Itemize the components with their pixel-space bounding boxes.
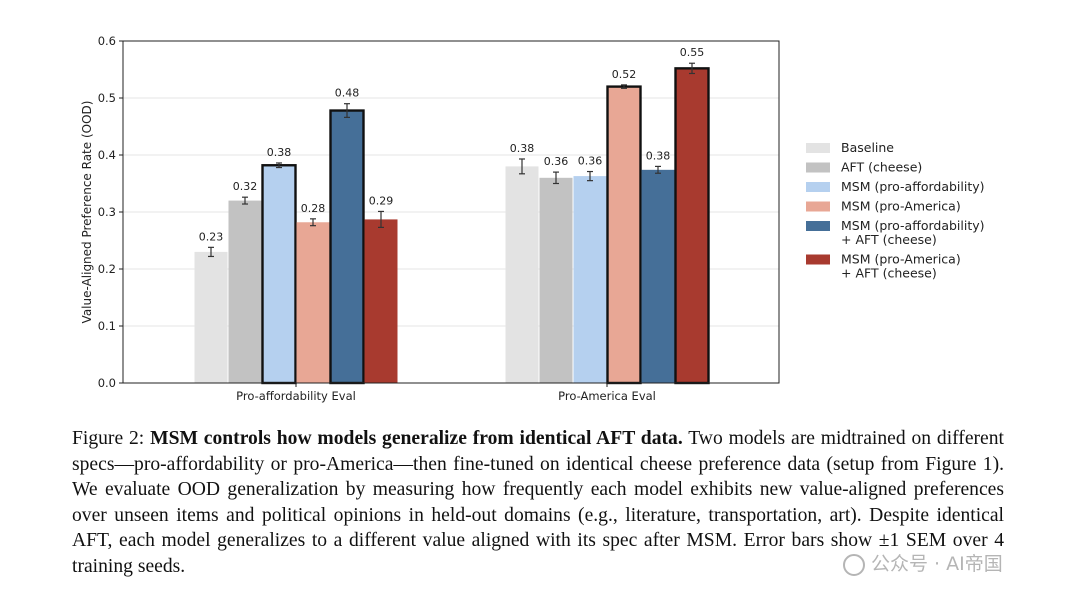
watermark: 公众号 · AI帝国	[843, 549, 1003, 576]
legend-label: MSM (pro-affordability)	[841, 179, 985, 194]
bar	[194, 251, 228, 383]
y-tick-label: 0.3	[98, 205, 116, 219]
data-label: 0.48	[335, 87, 360, 100]
legend-entry: MSM (pro-America)+ AFT (cheese)	[806, 252, 961, 281]
legend-swatch	[806, 162, 830, 173]
legend-label: MSM (pro-America)	[841, 252, 961, 267]
bar	[573, 176, 607, 383]
legend-label: + AFT (cheese)	[841, 232, 937, 247]
caption-title: MSM controls how models generalize from …	[150, 428, 683, 449]
legend-swatch	[806, 254, 830, 265]
x-axis-ticks: Pro-affordability Eval Pro-America Eval	[236, 383, 656, 403]
legend-label: MSM (pro-America)	[841, 199, 961, 214]
x-tick-label: Pro-America Eval	[558, 389, 656, 403]
data-label: 0.28	[301, 202, 326, 215]
bar	[329, 109, 365, 385]
bar	[606, 85, 642, 385]
bar-chart: 0.23 0.32 0.38 0.28 0.48 0.29 0.38 0.36 0.36 0.52…	[80, 34, 985, 403]
y-tick-label: 0.0	[98, 376, 116, 390]
bar	[674, 67, 710, 385]
data-label: 0.38	[646, 149, 671, 162]
caption-label: Figure 2:	[72, 428, 145, 449]
legend-label: Baseline	[841, 140, 894, 155]
wechat-icon	[843, 553, 865, 576]
data-label: 0.36	[578, 155, 603, 168]
legend-label: + AFT (cheese)	[841, 266, 937, 281]
y-axis-ticks: 0.0 0.1 0.2 0.3 0.4 0.5 0.6	[98, 34, 123, 390]
legend-swatch	[806, 201, 830, 212]
caption-body: Two models are midtrained on different s…	[72, 428, 1004, 577]
y-tick-label: 0.2	[98, 262, 116, 276]
legend-entry: AFT (cheese)	[806, 160, 922, 175]
legend-entry: MSM (pro-affordability)	[806, 179, 985, 194]
bar	[228, 200, 262, 383]
bar	[505, 166, 539, 383]
watermark-text: 公众号 · AI帝国	[871, 553, 1003, 575]
data-label: 0.55	[680, 46, 705, 59]
bar	[641, 169, 675, 383]
legend-entry: Baseline	[806, 140, 894, 155]
data-label: 0.52	[612, 68, 637, 81]
bar	[364, 219, 398, 383]
data-label: 0.32	[233, 180, 258, 193]
bars: 0.23 0.32 0.38 0.28 0.48 0.29 0.38 0.36 0.36 0.52…	[194, 46, 710, 385]
legend-label: MSM (pro-affordability)	[841, 218, 985, 233]
legend-entry: MSM (pro-affordability)+ AFT (cheese)	[806, 218, 985, 247]
y-tick-label: 0.5	[98, 91, 116, 105]
x-tick-label: Pro-affordability Eval	[236, 389, 356, 403]
figure-caption: Figure 2: MSM controls how models genera…	[72, 426, 1004, 580]
bar	[261, 164, 297, 385]
legend-swatch	[806, 221, 830, 231]
legend-label: AFT (cheese)	[841, 160, 922, 175]
legend-entry: MSM (pro-America)	[806, 199, 961, 214]
y-tick-label: 0.6	[98, 34, 116, 48]
data-label: 0.38	[510, 142, 535, 155]
data-label: 0.29	[369, 194, 394, 207]
legend-swatch	[806, 182, 830, 192]
legend: Baseline AFT (cheese) MSM (pro-affordabili…	[806, 140, 985, 281]
bar	[296, 222, 330, 383]
data-label: 0.36	[544, 155, 569, 168]
bar	[539, 177, 573, 383]
legend-swatch	[806, 143, 830, 153]
y-tick-label: 0.1	[98, 319, 116, 333]
data-label: 0.38	[267, 146, 292, 159]
data-label: 0.23	[199, 230, 224, 243]
y-axis-title: Value-Aligned Preference Rate (OOD)	[80, 101, 94, 324]
y-tick-label: 0.4	[98, 148, 116, 162]
